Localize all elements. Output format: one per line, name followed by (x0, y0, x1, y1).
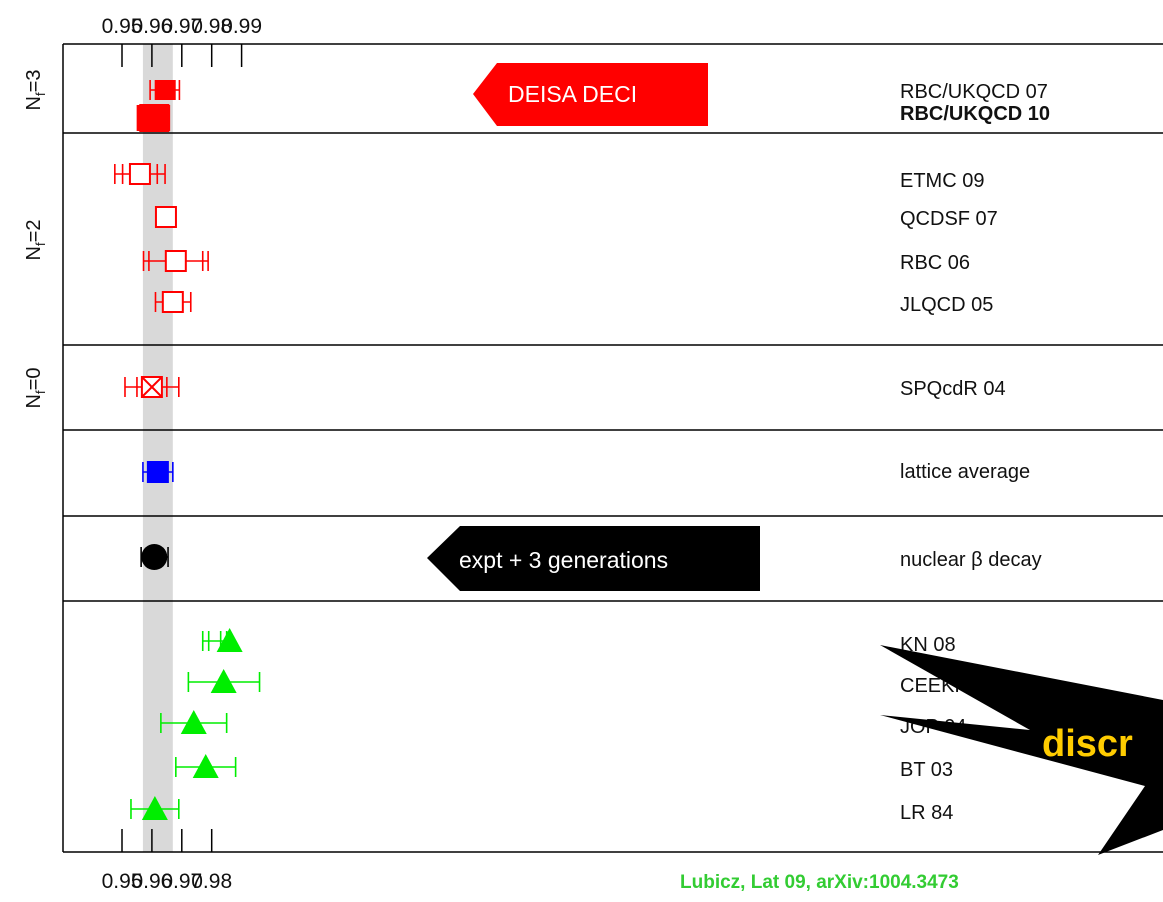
data-point (180, 710, 207, 734)
group-label: Nf=3 (23, 70, 48, 111)
top-tick-label: 0.95 (102, 15, 143, 38)
data-point (216, 628, 243, 652)
data-marks (114, 80, 261, 820)
data-point (146, 461, 169, 483)
series-label: RBC/UKQCD 07 (900, 81, 1048, 103)
data-point (210, 669, 237, 693)
top-tick-label: 0.98 (191, 15, 232, 38)
discrepancy-label: discr (1042, 723, 1133, 765)
series-label: RBC/UKQCD 10 (900, 103, 1050, 125)
series-label: LR 84 (900, 802, 953, 824)
bottom-tick-label: 0.98 (191, 870, 232, 893)
data-point (154, 206, 177, 228)
data-point-cross (141, 376, 163, 398)
data-point (155, 80, 176, 100)
data-point (139, 104, 170, 132)
top-tick-label: 0.99 (221, 15, 262, 38)
series-label: QCDSF 07 (900, 208, 998, 230)
expt-arrow (427, 526, 760, 591)
series-label: RBC 06 (900, 252, 970, 274)
deisa-callout: DEISA DECI (473, 63, 708, 126)
top-tick-label: 0.97 (161, 15, 202, 38)
bottom-tick-label: 0.96 (131, 870, 172, 893)
data-point (192, 754, 219, 778)
series-label: KN 08 (900, 634, 956, 656)
data-point (161, 291, 184, 313)
axes: 0.950.960.970.980.990.950.960.970.98 (62, 15, 1163, 893)
bottom-tick-label: 0.95 (102, 870, 143, 893)
data-point (141, 796, 168, 820)
series-label: JLQCD 05 (900, 294, 993, 316)
series-label: ETMC 09 (900, 170, 984, 192)
data-point (164, 250, 187, 272)
series-label: nuclear β decay (900, 549, 1042, 571)
top-tick-label: 0.96 (131, 15, 172, 38)
series-label: BT 03 (900, 759, 953, 781)
group-label: Nf=2 (23, 220, 48, 261)
expt-label: expt + 3 generations (459, 547, 668, 573)
deisa-arrow (473, 63, 708, 126)
group-label: Nf=0 (23, 368, 48, 409)
bottom-tick-label: 0.97 (161, 870, 202, 893)
group-labels: Nf=3 Nf=2 Nf=0 (23, 70, 48, 409)
discrepancy-arrow (880, 645, 1163, 855)
data-point (128, 163, 151, 185)
credit-line: Lubicz, Lat 09, arXiv:1004.3473 (680, 872, 959, 893)
expt-callout: expt + 3 generations (427, 526, 760, 591)
series-label: lattice average (900, 461, 1030, 483)
data-point (141, 544, 168, 570)
deisa-label: DEISA DECI (508, 81, 637, 107)
discrepancy-callout: discr (880, 645, 1163, 855)
series-label: SPQcdR 04 (900, 378, 1006, 400)
